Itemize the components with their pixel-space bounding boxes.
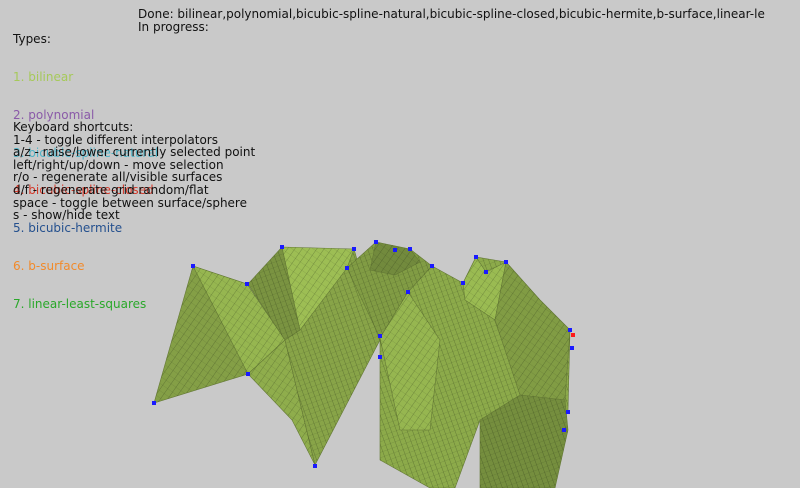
type-item-polynomial: 2. polynomial [13,107,95,122]
type-item-bicubic-hermite: 5. bicubic-hermite [13,221,123,236]
surface-patch-mesh [193,266,285,374]
selected-control-point[interactable] [571,333,575,337]
surface-patch-mesh [370,242,420,275]
type-item-linear-least-squares: 7. linear-least-squares [13,296,147,311]
control-point[interactable] [374,240,378,244]
control-point[interactable] [246,372,250,376]
control-point[interactable] [313,464,317,468]
control-point[interactable] [504,260,508,264]
surface-patch-mesh [248,340,315,465]
control-point[interactable] [484,270,488,274]
control-point[interactable] [474,255,478,259]
shortcut-line: left/right/up/down - move selection [13,157,224,172]
shortcut-line: r/o - regenerate all/visible surfaces [13,170,223,185]
keyboard-shortcuts: Keyboard shortcuts: 1-4 - toggle differe… [13,121,255,222]
status-done: Done: bilinear,polynomial,bicubic-spline… [138,7,765,21]
control-point[interactable] [245,282,249,286]
status-text: Done: bilinear,polynomial,bicubic-spline… [138,8,765,33]
control-point[interactable] [378,355,382,359]
shortcut-line: s - show/hide text [13,208,120,223]
shortcut-line: a/z - raise/lower currently selected poi… [13,145,256,160]
surface-patch-mesh [463,257,506,320]
control-point[interactable] [568,328,572,332]
surface-patch-mesh [495,262,570,400]
control-point[interactable] [393,248,397,252]
interpolated-surface [153,241,571,488]
control-point[interactable] [562,428,566,432]
control-point[interactable] [352,247,356,251]
control-points [152,240,575,468]
control-point[interactable] [191,264,195,268]
surface-patch-mesh [282,247,354,330]
control-point[interactable] [152,401,156,405]
control-point[interactable] [566,410,570,414]
type-item-b-surface: 6. b-surface [13,258,85,273]
shortcut-line: space - toggle between surface/sphere [13,195,247,210]
control-point[interactable] [406,290,410,294]
control-point[interactable] [430,264,434,268]
types-heading: Types: [13,32,51,47]
control-point[interactable] [570,346,574,350]
surface-patch-mesh [380,292,440,430]
control-point[interactable] [280,245,284,249]
shortcut-line: d/f - regenerate grid random/flat [13,182,209,197]
shortcut-line: 1-4 - toggle different interpolators [13,132,218,147]
control-point[interactable] [378,334,382,338]
status-in-progress: In progress: [138,19,209,34]
surface-patch-mesh [285,249,380,465]
type-item-bilinear: 1. bilinear [13,69,74,84]
types-legend: Types: 1. bilinear 2. polynomial 3. bicu… [13,8,158,323]
control-point[interactable] [461,281,465,285]
shortcuts-heading: Keyboard shortcuts: [13,120,134,134]
control-point[interactable] [345,266,349,270]
control-point[interactable] [408,247,412,251]
type-item-bicubic-spline-natural: 3. bicubic-spline-natural [13,145,159,160]
type-item-bicubic-spline-closed: 4. bicubic-spline-closed [13,183,154,198]
surface-patch-mesh [480,395,568,488]
